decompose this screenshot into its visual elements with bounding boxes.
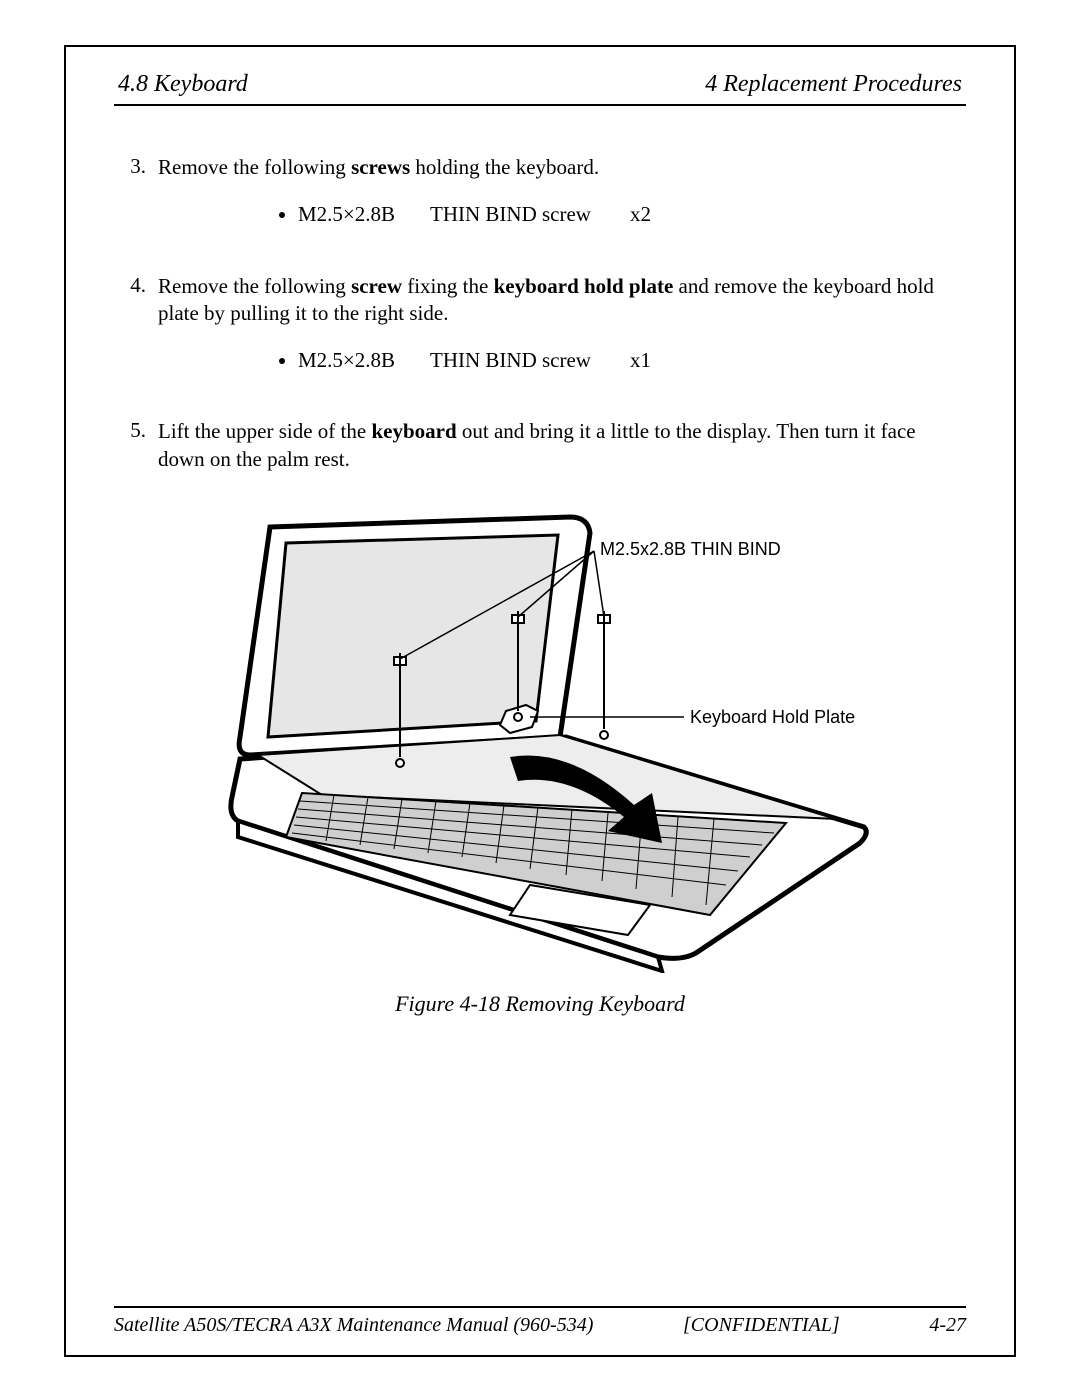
screw-item: M2.5×2.8BTHIN BIND screwx2 [298, 201, 966, 228]
screw-list: M2.5×2.8BTHIN BIND screwx2 [298, 201, 966, 228]
laptop-diagram [210, 497, 870, 973]
screw-list: M2.5×2.8BTHIN BIND screwx1 [298, 347, 966, 374]
step-text: Lift the upper side of the keyboard out … [158, 418, 966, 473]
figure-diagram: M2.5x2.8B THIN BIND Keyboard Hold Plate [210, 497, 870, 973]
steps-list: 3.Remove the following screws holding th… [114, 154, 966, 473]
header-right: 4 Replacement Procedures [705, 71, 962, 98]
figure-caption: Figure 4-18 Removing Keyboard [114, 991, 966, 1017]
footer-right: 4-27 [929, 1314, 966, 1337]
step-number: 4. [114, 273, 158, 395]
figure-area: M2.5x2.8B THIN BIND Keyboard Hold Plate … [114, 497, 966, 1017]
header-left: 4.8 Keyboard [118, 71, 248, 98]
step-number: 5. [114, 418, 158, 473]
callout-screws: M2.5x2.8B THIN BIND [600, 539, 781, 560]
step-number: 3. [114, 154, 158, 249]
step-text: Remove the following screw fixing the ke… [158, 273, 966, 328]
page-header: 4.8 Keyboard 4 Replacement Procedures [114, 71, 966, 106]
callout-hold-plate: Keyboard Hold Plate [690, 707, 855, 728]
step-item: 5.Lift the upper side of the keyboard ou… [114, 418, 966, 473]
screw-item: M2.5×2.8BTHIN BIND screwx1 [298, 347, 966, 374]
footer-center: [CONFIDENTIAL] [683, 1314, 840, 1337]
step-text: Remove the following screws holding the … [158, 154, 966, 181]
step-item: 3.Remove the following screws holding th… [114, 154, 966, 249]
footer-left: Satellite A50S/TECRA A3X Maintenance Man… [114, 1314, 593, 1337]
step-item: 4.Remove the following screw fixing the … [114, 273, 966, 395]
page-footer: Satellite A50S/TECRA A3X Maintenance Man… [114, 1306, 966, 1337]
